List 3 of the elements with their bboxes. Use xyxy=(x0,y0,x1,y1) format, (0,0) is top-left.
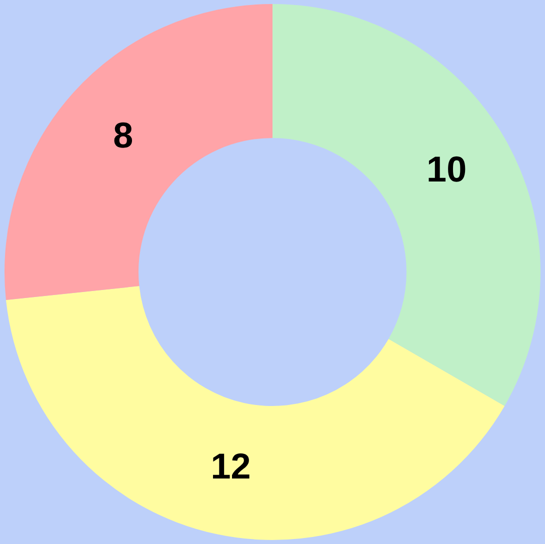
data-label: 8 xyxy=(113,114,134,156)
data-label: 10 xyxy=(426,148,467,190)
data-label: 12 xyxy=(210,446,251,487)
